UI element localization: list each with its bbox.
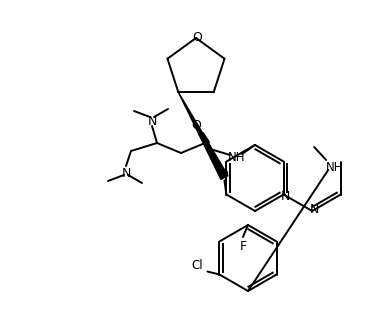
Text: Cl: Cl	[192, 259, 203, 272]
Text: N: N	[147, 115, 157, 127]
Text: N: N	[281, 190, 290, 203]
Polygon shape	[178, 92, 228, 180]
Text: N: N	[121, 166, 131, 180]
Text: O: O	[218, 168, 229, 181]
Text: NH: NH	[325, 161, 343, 173]
Text: N: N	[309, 203, 319, 215]
Text: O: O	[192, 30, 202, 44]
Text: NH: NH	[228, 150, 246, 164]
Text: O: O	[191, 118, 201, 132]
Text: F: F	[240, 239, 247, 252]
